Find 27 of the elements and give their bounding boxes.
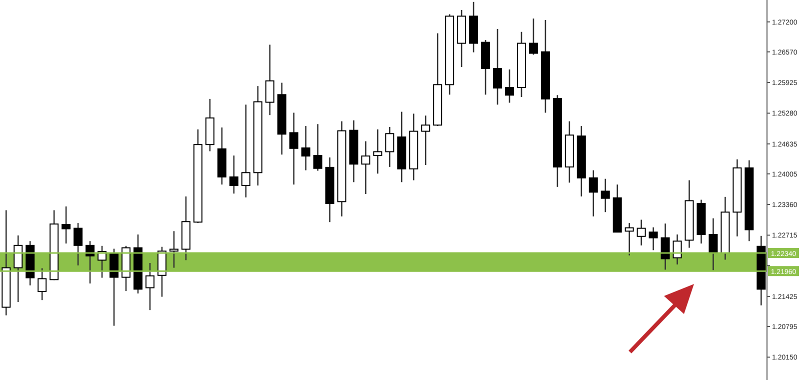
candlestick bbox=[74, 222, 83, 266]
candlestick bbox=[14, 234, 23, 303]
candlestick bbox=[708, 218, 718, 271]
candlestick bbox=[421, 114, 430, 166]
candlestick bbox=[505, 68, 514, 104]
candlestick bbox=[361, 140, 370, 195]
candlestick bbox=[145, 262, 154, 311]
candlestick bbox=[265, 44, 274, 116]
candlestick bbox=[600, 178, 610, 213]
candlestick bbox=[62, 206, 71, 244]
candlestick bbox=[624, 222, 634, 256]
candlestick bbox=[385, 126, 394, 168]
candlestick bbox=[373, 128, 382, 174]
candlestick bbox=[636, 219, 646, 246]
candlestick bbox=[672, 234, 682, 266]
candlestick bbox=[229, 154, 238, 194]
candlestick bbox=[241, 104, 250, 198]
candlestick bbox=[301, 125, 310, 171]
candlestick bbox=[38, 268, 47, 301]
candlestick bbox=[289, 112, 298, 186]
candlestick bbox=[528, 18, 538, 56]
candlestick bbox=[648, 226, 658, 251]
candlestick bbox=[169, 230, 178, 268]
candlestick bbox=[313, 123, 322, 172]
candlestick bbox=[588, 170, 598, 218]
candlestick bbox=[493, 28, 502, 106]
candlestick bbox=[660, 222, 670, 270]
